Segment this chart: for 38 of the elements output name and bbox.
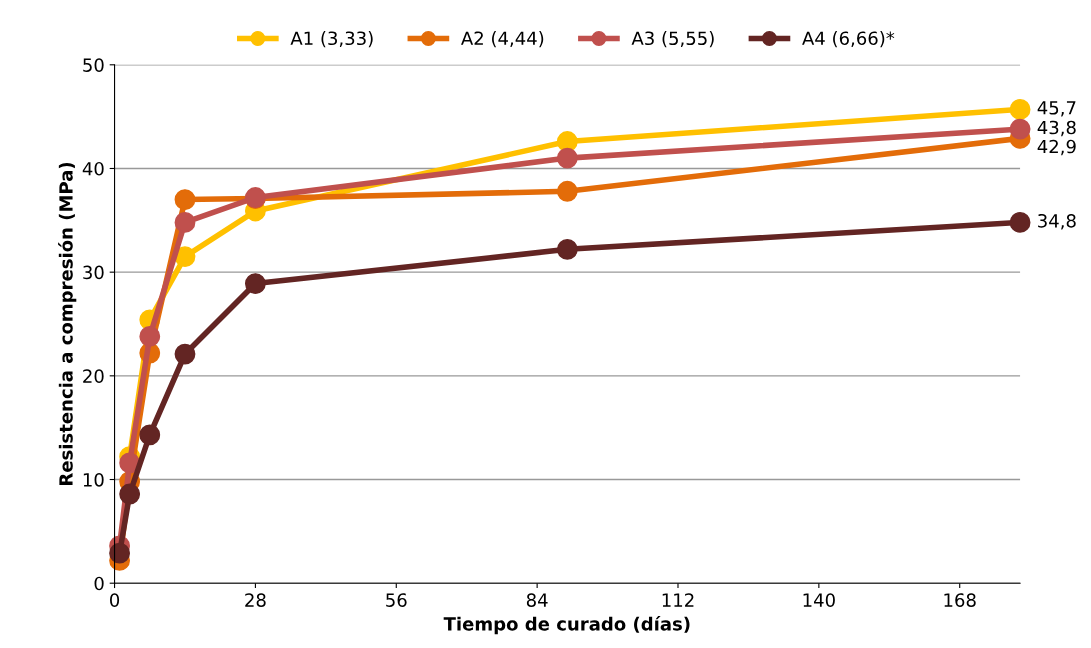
data-label: 45,7 [1037, 101, 1076, 117]
legend-label: A1 (3,33) [290, 31, 373, 48]
point [119, 483, 141, 505]
point [1009, 98, 1031, 120]
x-axis-title: Tiempo de curado (días) [443, 615, 690, 635]
legend-label: A3 (5,55) [631, 31, 714, 48]
y-tick-label: 20 [83, 369, 104, 383]
point [174, 246, 196, 268]
point [109, 542, 131, 564]
x-tick-label: 84 [526, 593, 548, 607]
y-tick-label: 40 [82, 161, 104, 176]
point [174, 211, 196, 233]
x-tick-label: 140 [803, 593, 835, 607]
x-tick-label: 112 [662, 593, 694, 607]
point [1009, 211, 1031, 233]
x-tick-label: 28 [245, 593, 266, 607]
y-axis-title: Resistencia a compresión (MPa) [58, 162, 77, 485]
point [244, 273, 266, 294]
data-label: 42,9 [1037, 139, 1076, 156]
legend-label: A2 (4,44) [461, 31, 544, 48]
y-tick-label: 50 [83, 58, 104, 72]
data-label: 43,8 [1037, 120, 1076, 137]
point [174, 343, 196, 365]
data-label: 34,8 [1038, 213, 1076, 230]
point [174, 189, 196, 211]
point [556, 180, 578, 202]
y-tick-label: 10 [83, 472, 104, 487]
x-tick-label: 0 [110, 593, 120, 607]
point [1009, 118, 1031, 140]
x-tick-label: 56 [386, 593, 407, 607]
point [556, 238, 578, 260]
x-tick-label: 168 [944, 593, 976, 607]
point [139, 326, 161, 347]
point [556, 147, 578, 169]
legend-label: A4 (6,66)* [802, 31, 895, 48]
point [139, 424, 161, 446]
y-tick-label: 30 [83, 265, 104, 280]
y-tick-label: 0 [94, 576, 104, 591]
